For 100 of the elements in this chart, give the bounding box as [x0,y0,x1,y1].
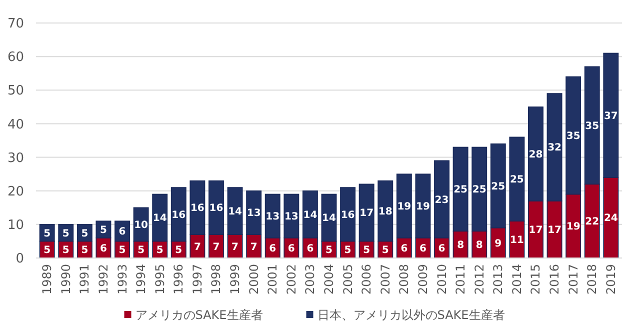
x-tick-label: 2008 [397,264,412,295]
x-tick-label: 2012 [472,264,486,295]
x-tick-label: 2003 [303,264,318,295]
data-label: 5 [175,245,182,256]
data-label: 14 [152,213,167,224]
data-label: 11 [510,235,524,246]
y-tick-label: 60 [7,50,24,66]
x-tick-label: 1991 [78,264,92,295]
data-label: 13 [246,208,261,220]
x-tick-label: 2018 [585,264,600,295]
data-label: 19 [397,201,412,212]
data-label: 5 [363,245,370,256]
x-tick-label: 2000 [246,264,261,295]
data-label: 17 [548,224,562,236]
data-label: 8 [457,240,464,252]
x-tick-label: 1995 [152,264,167,295]
data-label: 6 [118,226,126,238]
x-tick-label: 1998 [209,264,224,295]
data-label: 17 [528,224,543,236]
data-label: 19 [416,201,430,212]
data-label: 25 [491,181,506,192]
x-tick-label: 1994 [134,264,148,295]
x-tick-label: 2017 [566,264,580,295]
x-tick-label: 1992 [96,264,110,295]
data-label: 5 [62,228,70,240]
x-tick-label: 1996 [172,264,186,295]
y-tick-label: 10 [7,218,24,233]
data-label: 32 [548,142,562,154]
data-label: 35 [566,130,580,142]
data-label: 25 [510,174,524,186]
data-label: 5 [81,245,88,256]
data-label: 13 [266,212,280,223]
data-label: 14 [228,206,242,218]
data-label: 24 [604,213,618,224]
data-label: 16 [340,210,355,221]
x-tick-label: 2014 [510,264,524,295]
data-label: 18 [378,206,392,218]
data-label: 13 [284,212,298,223]
data-label: 6 [400,243,408,254]
x-tick-label: 1997 [190,264,204,295]
data-label: 5 [44,245,51,256]
data-label: 6 [306,243,314,254]
data-label: 16 [209,203,224,214]
y-tick-label: 70 [7,16,24,32]
data-label: 5 [118,245,126,256]
x-tick-label: 2013 [491,264,506,295]
data-label: 17 [360,208,374,220]
x-tick-label: 2005 [340,264,355,295]
data-label: 6 [100,243,107,254]
data-label: 5 [81,228,88,240]
data-label: 6 [288,243,295,254]
data-label: 5 [44,228,51,240]
data-label: 8 [476,240,483,252]
data-label: 16 [172,210,186,221]
x-tick-label: 2009 [416,264,430,295]
data-label: 35 [585,120,600,132]
x-tick-label: 2001 [266,264,280,295]
data-label: 7 [232,242,239,253]
data-label: 14 [303,210,318,221]
data-label: 14 [322,213,336,224]
x-tick-label: 1990 [58,264,73,295]
x-tick-label: 1989 [40,264,54,295]
data-label: 7 [250,242,258,253]
x-tick-label: 2011 [454,264,468,295]
y-tick-label: 30 [7,150,24,166]
data-label: 28 [528,149,543,160]
data-label: 5 [326,245,333,256]
data-label: 23 [434,194,449,206]
data-label: 10 [134,220,148,231]
data-label: 5 [382,245,389,256]
data-label: 25 [472,184,486,196]
x-tick-label: 2007 [378,264,392,295]
x-tick-label: 2006 [360,264,374,295]
data-label: 5 [344,245,352,256]
y-tick-label: 50 [7,84,24,99]
y-tick-label: 0 [16,252,24,267]
y-tick-label: 20 [7,184,24,200]
data-label: 6 [438,243,446,254]
x-tick-label: 2016 [548,264,562,295]
legend-label: アメリカのSAKE生産者 [135,308,263,322]
data-label: 5 [62,245,70,256]
data-label: 9 [494,238,502,250]
x-tick-label: 1999 [228,264,242,295]
data-label: 5 [138,245,145,256]
data-label: 7 [212,242,220,253]
x-tick-label: 2019 [604,264,618,295]
data-label: 6 [269,243,276,254]
x-tick-label: 2015 [528,264,543,295]
legend-label: 日本、アメリカ以外のSAKE生産者 [317,308,505,322]
x-tick-label: 2004 [322,264,336,295]
data-label: 5 [100,224,107,236]
data-label: 37 [604,110,618,122]
data-label: 25 [454,184,468,196]
data-label: 7 [194,242,201,253]
data-label: 16 [190,203,204,214]
x-tick-label: 1993 [115,264,130,295]
data-label: 19 [566,222,580,233]
y-tick-label: 40 [7,117,24,132]
data-label: 6 [419,243,426,254]
x-tick-label: 2002 [284,264,298,295]
